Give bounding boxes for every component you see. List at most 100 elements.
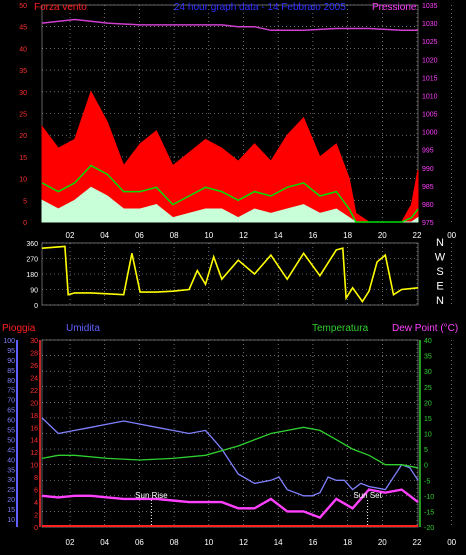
wind-x-tick: 06	[135, 231, 144, 240]
pressure-axis-tick: 975	[422, 220, 434, 227]
humidity-axis-tick: 65	[7, 408, 15, 415]
rain-axis-tick: 20	[30, 400, 38, 407]
dewpoint-label: Dew Point (°C)	[392, 323, 458, 334]
temperature-axis-tick: 30	[424, 369, 432, 376]
humidity-axis-tick: 45	[7, 447, 15, 454]
wind-x-tick: 02	[66, 231, 75, 240]
humidity-axis-tick: 55	[7, 428, 15, 435]
humidity-axis-tick: 15	[7, 507, 15, 514]
rain-axis-tick: 0	[34, 525, 38, 532]
wind-axis-tick: 10	[19, 177, 27, 184]
sunset-label: Sun Set	[353, 491, 382, 500]
humidity-axis-tick: 90	[7, 358, 15, 365]
humidity-axis-tick: 80	[7, 378, 15, 385]
temperature-axis-tick: 15	[424, 416, 432, 423]
humidity-axis-tick: 95	[7, 348, 15, 355]
humidity-axis-tick: 30	[7, 477, 15, 484]
rain-axis-tick: 6	[34, 488, 38, 495]
direction-axis-tick: 0	[34, 303, 38, 310]
rain-axis-tick: 30	[30, 338, 38, 345]
wind-axis-tick: 30	[19, 90, 27, 97]
rain-axis-tick: 8	[34, 475, 38, 482]
humidity-axis-tick: 100	[3, 338, 15, 345]
climate-x-tick: 10	[204, 538, 213, 547]
rain-axis-tick: 16	[30, 425, 38, 432]
humidity-axis-tick: 40	[7, 457, 15, 464]
climate-x-tick: 18	[343, 538, 352, 547]
wind-axis-tick: 5	[23, 198, 27, 205]
wind-axis-tick: 25	[19, 112, 27, 119]
pressure-axis-tick: 1030	[422, 21, 438, 28]
wind-x-tick: 00	[447, 231, 456, 240]
temperature-axis-tick: -15	[424, 509, 434, 516]
pressure-line	[41, 18, 418, 32]
wind-x-tick: 14	[274, 231, 283, 240]
temperature-line	[41, 426, 419, 469]
direction-axis-tick: 90	[30, 288, 38, 295]
compass-label: S	[436, 266, 443, 278]
temperature-axis-tick: -10	[424, 494, 434, 501]
pressure-axis-tick: 995	[422, 148, 434, 155]
pressure-axis-tick: 1005	[422, 112, 438, 119]
climate-x-tick: 00	[447, 538, 456, 547]
climate-x-tick: 04	[100, 538, 109, 547]
pressure-axis-tick: 1015	[422, 75, 438, 82]
temperature-axis-tick: 40	[424, 338, 432, 345]
rain-axis-tick: 14	[30, 438, 38, 445]
rain-axis-tick: 24	[30, 375, 38, 382]
wind-x-tick: 12	[239, 231, 248, 240]
wind-axis-tick: 15	[19, 155, 27, 162]
chart-title: 24 hour graph data - 14 Febbraio 2005	[174, 2, 346, 13]
wind-x-tick: 18	[343, 231, 352, 240]
humidity-axis-tick: 75	[7, 388, 15, 395]
pressure-axis-label: Pressione	[372, 2, 417, 13]
wind-avg-line	[41, 164, 419, 223]
compass-label: E	[436, 281, 443, 293]
temperature-axis-tick: 20	[424, 400, 432, 407]
wind-x-tick: 10	[204, 231, 213, 240]
humidity-label: Umidita	[66, 323, 100, 334]
direction-axis-tick: 360	[26, 241, 38, 248]
humidity-axis-tick: 85	[7, 368, 15, 375]
humidity-axis-tick: 35	[7, 467, 15, 474]
temperature-axis-tick: 25	[424, 385, 432, 392]
rain-axis-tick: 10	[30, 463, 38, 470]
humidity-axis-tick: 10	[7, 517, 15, 524]
climate-x-tick: 02	[66, 538, 75, 547]
wind-x-tick: 20	[378, 231, 387, 240]
wind-axis-tick: 35	[19, 68, 27, 75]
wind-axis-tick: 0	[23, 220, 27, 227]
rain-label: Pioggia	[2, 323, 36, 334]
wind-axis-label: Forza vento	[34, 2, 87, 13]
rain-axis-tick: 22	[30, 388, 38, 395]
direction-axis-tick: 180	[26, 272, 38, 279]
dewpoint-line	[41, 488, 419, 520]
climate-x-tick: 12	[239, 538, 248, 547]
wind-direction-line	[41, 245, 419, 304]
climate-x-tick: 08	[170, 538, 179, 547]
wind-axis-tick: 40	[19, 46, 27, 53]
temperature-axis-tick: -20	[424, 525, 434, 532]
humidity-line	[41, 417, 419, 497]
pressure-axis-tick: 980	[422, 202, 434, 209]
pressure-axis-tick: 985	[422, 184, 434, 191]
temperature-axis-tick: 0	[424, 463, 428, 470]
temperature-axis-tick: 5	[424, 447, 428, 454]
temperature-axis-tick: 10	[424, 432, 432, 439]
humidity-axis-tick: 60	[7, 418, 15, 425]
humidity-axis-tick: 20	[7, 497, 15, 504]
climate-x-tick: 22	[413, 538, 422, 547]
climate-x-tick: 20	[378, 538, 387, 547]
climate-x-tick: 06	[135, 538, 144, 547]
pressure-axis-tick: 990	[422, 166, 434, 173]
wind-x-tick: 08	[170, 231, 179, 240]
rain-axis-tick: 12	[30, 450, 38, 457]
pressure-axis-tick: 1035	[422, 3, 438, 10]
temperature-axis-tick: -5	[424, 478, 430, 485]
wind-x-tick: 22	[413, 231, 422, 240]
wind-axis-tick: 45	[19, 25, 27, 32]
humidity-axis-tick: 50	[7, 437, 15, 444]
direction-axis-tick: 270	[26, 257, 38, 264]
compass-label: N	[436, 237, 444, 249]
